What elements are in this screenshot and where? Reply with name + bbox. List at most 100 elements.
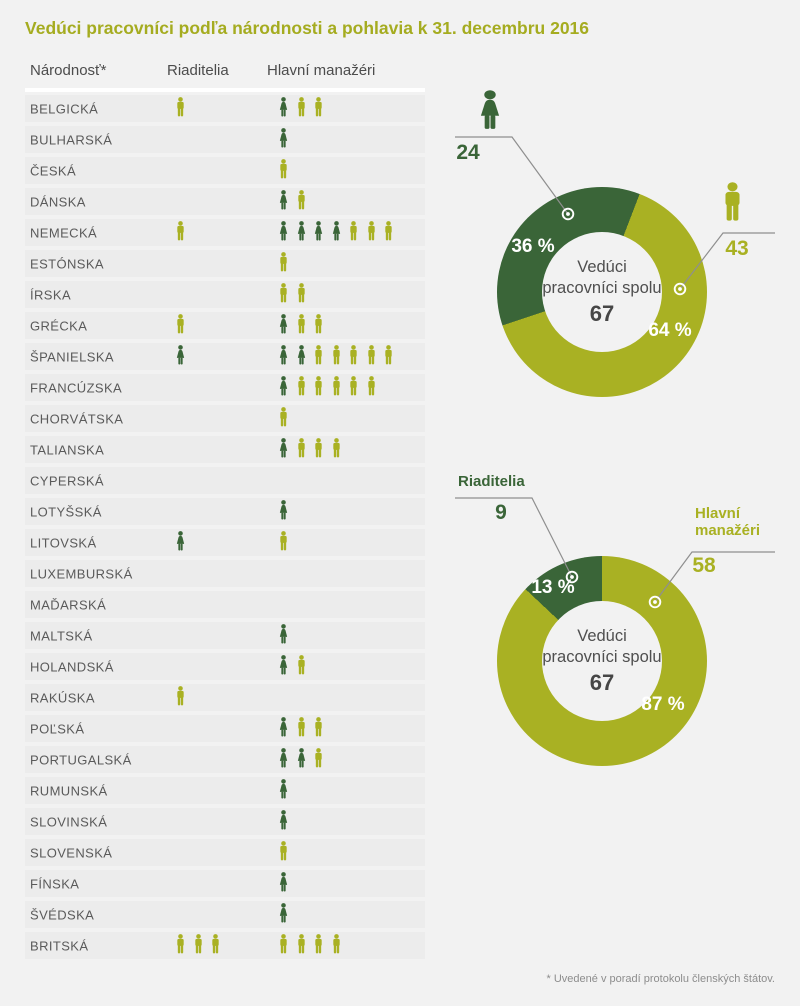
male-icon	[296, 717, 307, 740]
female-icon	[278, 717, 289, 740]
nationality-label: POĽSKÁ	[30, 721, 85, 736]
nationality-label: LITOVSKÁ	[30, 535, 97, 550]
directors-pictograms	[175, 314, 186, 337]
female-icon	[175, 345, 186, 368]
male-icon	[721, 182, 744, 228]
nationality-label: ŠPANIELSKA	[30, 349, 114, 364]
nationality-label: SLOVENSKÁ	[30, 845, 113, 860]
table-row: POĽSKÁ	[25, 715, 425, 742]
managers-pictograms	[278, 500, 289, 523]
directors-count: 9	[495, 501, 507, 524]
nationality-label: RUMUNSKÁ	[30, 783, 108, 798]
male-icon	[331, 376, 342, 399]
female-icon	[278, 500, 289, 523]
pct-label-male: 64 %	[648, 320, 692, 341]
directors-pictograms	[175, 221, 186, 244]
table-row: FÍNSKA	[25, 870, 425, 897]
nationality-label: ESTÓNSKA	[30, 256, 104, 271]
male-icon	[210, 934, 221, 957]
managers-pictograms	[278, 624, 289, 647]
directors-callout-label: Riaditelia	[458, 473, 525, 490]
nationality-label: RAKÚSKA	[30, 690, 95, 705]
table-row: PORTUGALSKÁ	[25, 746, 425, 773]
nationality-label: MALTSKÁ	[30, 628, 93, 643]
table-row: SLOVINSKÁ	[25, 808, 425, 835]
donut-center-total: 67	[589, 669, 615, 695]
table-row: FRANCÚZSKA	[25, 374, 425, 401]
managers-pictograms	[278, 934, 342, 957]
managers-pictograms	[278, 252, 289, 275]
male-icon	[366, 221, 377, 244]
pct-label-directors: 13 %	[531, 577, 575, 598]
managers-count: 58	[692, 554, 716, 577]
nationality-label: SLOVINSKÁ	[30, 814, 108, 829]
managers-pictograms	[278, 97, 324, 120]
male-icon	[313, 314, 324, 337]
female-icon	[278, 345, 289, 368]
table-row: RAKÚSKA	[25, 684, 425, 711]
male-icon	[278, 283, 289, 306]
nationality-label: MAĎARSKÁ	[30, 597, 107, 612]
managers-pictograms	[278, 779, 289, 802]
male-icon	[313, 438, 324, 461]
directors-pictograms	[175, 934, 221, 957]
female-icon	[278, 872, 289, 895]
male-icon	[313, 748, 324, 771]
managers-pictograms	[278, 128, 289, 151]
nationality-label: PORTUGALSKÁ	[30, 752, 132, 767]
male-icon	[383, 221, 394, 244]
male-icon	[313, 934, 324, 957]
table-row: BULHARSKÁ	[25, 126, 425, 153]
male-icon	[296, 283, 307, 306]
female-icon	[331, 221, 342, 244]
nationality-label: HOLANDSKÁ	[30, 659, 114, 674]
page-title: Vedúci pracovníci podľa národnosti a poh…	[25, 18, 590, 38]
female-icon	[278, 314, 289, 337]
managers-pictograms	[278, 531, 289, 554]
table-row: BELGICKÁ	[25, 95, 425, 122]
managers-pictograms	[278, 283, 307, 306]
nationality-label: ČESKÁ	[30, 163, 77, 178]
table-row: MAĎARSKÁ	[25, 591, 425, 618]
male-icon	[331, 345, 342, 368]
male-icon	[313, 345, 324, 368]
donut-center-text: pracovníci spolu	[542, 648, 662, 666]
male-icon	[296, 314, 307, 337]
directors-pictograms	[175, 345, 186, 368]
nationality-label: DÁNSKA	[30, 194, 86, 209]
male-icon	[175, 686, 186, 709]
female-icon	[278, 655, 289, 678]
nationality-label: LUXEMBURSKÁ	[30, 566, 133, 581]
female-icon	[278, 903, 289, 926]
nationality-label: GRÉCKA	[30, 318, 88, 333]
male-icon	[348, 376, 359, 399]
male-icon	[383, 345, 394, 368]
female-icon	[278, 221, 289, 244]
managers-pictograms	[278, 376, 377, 399]
table-row: LITOVSKÁ	[25, 529, 425, 556]
table-row: DÁNSKA	[25, 188, 425, 215]
managers-pictograms	[278, 438, 342, 461]
male-icon	[296, 190, 307, 213]
gender-donut-chart: Vedúci pracovníci spolu 67 36 % 64 %	[497, 187, 707, 397]
donut-center-role: Vedúci pracovníci spolu 67	[542, 601, 662, 721]
male-icon	[278, 407, 289, 430]
male-icon	[296, 655, 307, 678]
pct-label-female: 36 %	[511, 236, 555, 257]
table-row: ŠVÉDSKA	[25, 901, 425, 928]
managers-pictograms	[278, 748, 324, 771]
nationality-label: CYPERSKÁ	[30, 473, 105, 488]
table-row: LOTYŠSKÁ	[25, 498, 425, 525]
nationality-label: CHORVÁTSKA	[30, 411, 124, 426]
directors-pictograms	[175, 97, 186, 120]
table-row: ÍRSKA	[25, 281, 425, 308]
female-count: 24	[456, 141, 480, 164]
male-icon	[278, 934, 289, 957]
male-icon	[175, 314, 186, 337]
female-icon	[296, 221, 307, 244]
female-icon	[278, 624, 289, 647]
managers-pictograms	[278, 810, 289, 833]
nationality-label: ŠVÉDSKA	[30, 907, 95, 922]
male-icon	[193, 934, 204, 957]
male-icon	[313, 376, 324, 399]
